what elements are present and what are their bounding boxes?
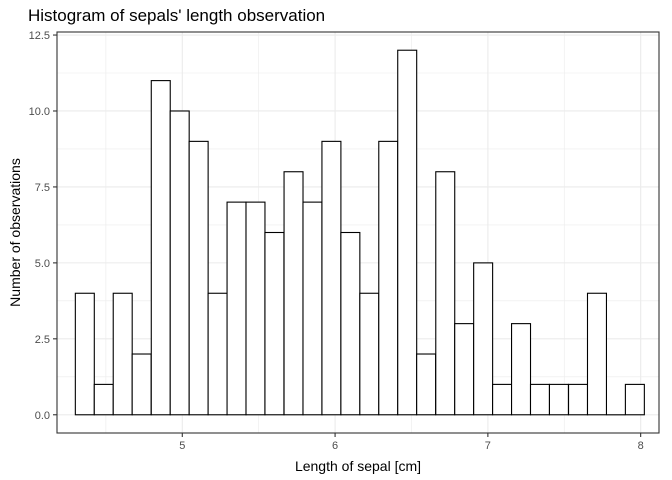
histogram-bar [416,353,437,416]
histogram-bar [511,323,532,416]
histogram-bar [397,49,418,416]
histogram-bar [567,383,589,416]
x-tick-label: 6 [332,440,338,452]
histogram-bar [492,383,513,416]
histogram-bar [283,171,304,416]
x-axis-title: Length of sepal [cm] [295,458,421,474]
histogram-bar [359,292,380,416]
histogram-bar [529,383,551,416]
histogram-bar [150,80,171,416]
histogram-bar [74,292,95,416]
histogram-bar [264,231,285,416]
histogram-bar [473,262,494,416]
histogram-bar [302,201,323,416]
histogram-bar [226,201,247,416]
histogram-bar [548,383,569,416]
histogram-bar [340,231,361,416]
x-tick-label: 8 [638,440,644,452]
histogram-bar [321,140,342,416]
histogram-bar [454,323,475,416]
y-tick-label: 5.0 [35,258,50,270]
histogram-bar [131,353,152,416]
histogram-bar [586,292,608,416]
histogram-bar [378,140,399,416]
histogram-bar [93,383,114,416]
histogram-bar [112,292,133,416]
y-tick-label: 0.0 [35,410,50,422]
y-axis: 0.0 2.5 5.0 7.5 10.0 12.5 [29,30,57,422]
x-tick-label: 5 [179,440,185,452]
y-tick-label: 2.5 [35,334,50,346]
histogram-bar [169,110,190,416]
y-tick-label: 7.5 [35,182,50,194]
y-tick-label: 10.0 [29,106,50,118]
x-axis: 5 6 7 8 [179,433,644,452]
histogram-bar [245,201,266,416]
y-tick-label: 12.5 [29,30,50,42]
x-tick-label: 7 [485,440,491,452]
histogram-bars [74,49,645,416]
histogram-bar [435,171,456,416]
chart-title: Histogram of sepals' length observation [28,6,326,25]
histogram-bar [188,140,209,416]
panel-border [56,31,660,434]
histogram-bar [207,292,228,416]
histogram-bar [624,383,645,416]
y-axis-title: Number of observations [7,158,23,307]
